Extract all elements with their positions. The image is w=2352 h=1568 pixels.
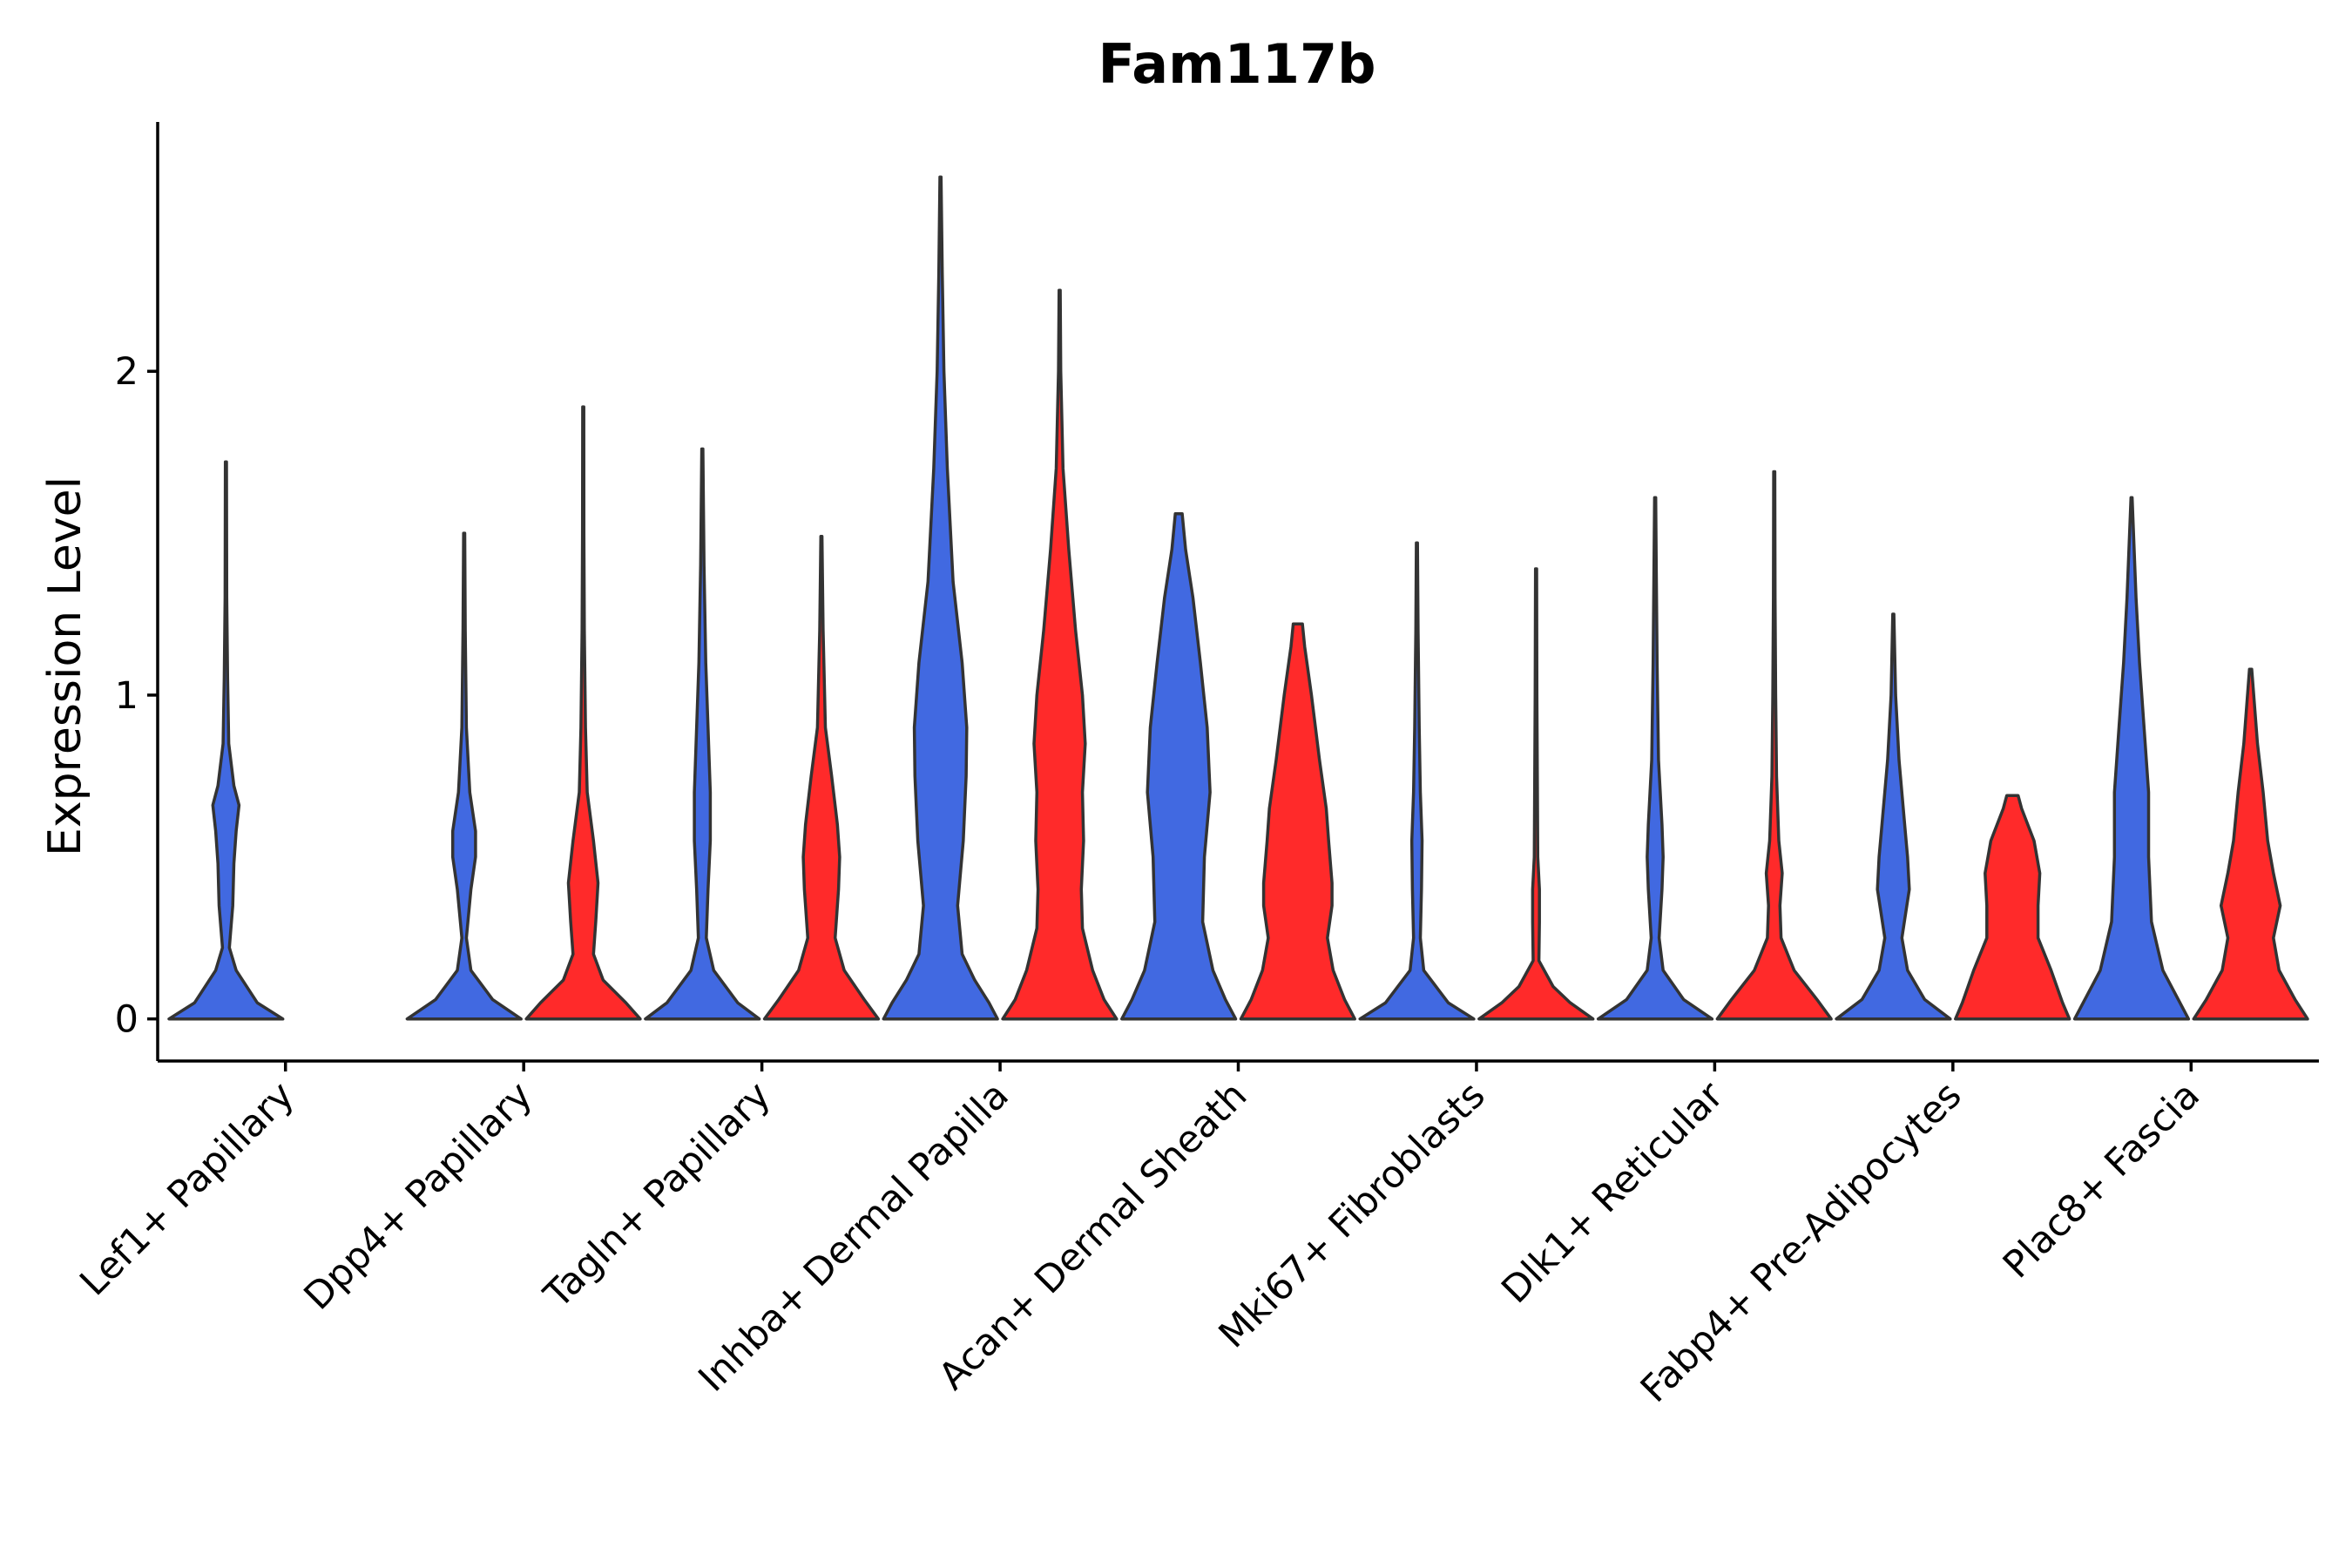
violin-group-2-plac8-fascia: [2192, 667, 2309, 1021]
violin-group-2-inhba-dermal-papilla: [1001, 288, 1119, 1021]
x-tick-label: Plac8+ Fascia: [1995, 1073, 2208, 1287]
violin-group-1-mki67-fibroblasts: [1358, 541, 1476, 1021]
violin-layer: [167, 175, 2309, 1021]
y-tick-label: 1: [115, 674, 139, 718]
violin-group-2-dlk1-reticular: [1715, 470, 1833, 1021]
violin-group-1-plac8-fascia: [2072, 496, 2191, 1021]
y-tick-label: 0: [115, 998, 139, 1042]
chart-title: Fam117b: [1098, 32, 1376, 96]
violin-group-1-tagln-papillary: [644, 447, 761, 1021]
violin-group-2-tagln-papillary: [762, 535, 881, 1021]
violin-group-2-acan-dermal-sheath: [1239, 622, 1356, 1021]
violin-group-1-fabp4-pre-adipocytes: [1835, 612, 1952, 1021]
x-tick-label: Dpp4+ Papillary: [296, 1073, 541, 1318]
violin-group-1-inhba-dermal-papilla: [882, 175, 999, 1021]
violin-group-2-fabp4-pre-adipocytes: [1954, 794, 2072, 1021]
violin-group-1-dlk1-reticular: [1596, 496, 1714, 1021]
y-ticks: 0 1 2: [115, 350, 158, 1042]
x-tick-label: Tagln+ Papillary: [536, 1073, 780, 1317]
x-tick-label: Mki67+ Fibroblasts: [1211, 1073, 1494, 1356]
y-tick-label: 2: [115, 350, 139, 394]
x-tick-label: Lef1+ Papillary: [71, 1073, 302, 1304]
x-tick-label: Dlk1+ Reticular: [1493, 1073, 1732, 1312]
violin-group-2-mki67-fibroblasts: [1477, 567, 1595, 1021]
y-axis-label: Expression Level: [39, 476, 91, 856]
violin-group-1-dpp4-papillary: [405, 531, 523, 1021]
violin-group-1-lef1-papillary: [167, 460, 285, 1021]
violin-group-2-dpp4-papillary: [524, 405, 642, 1021]
violin-group-1-acan-dermal-sheath: [1120, 512, 1238, 1021]
